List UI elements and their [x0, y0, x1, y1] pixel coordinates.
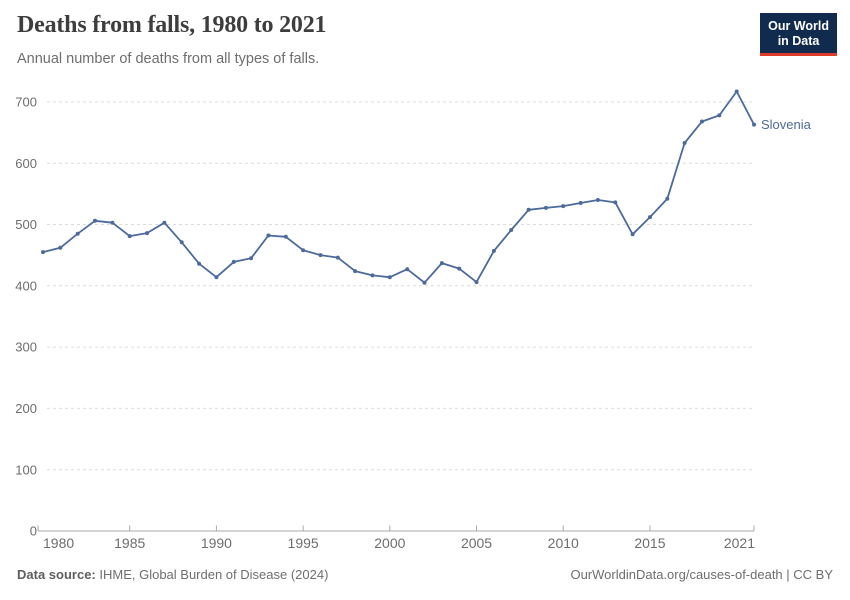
data-point — [387, 275, 392, 280]
data-point — [700, 119, 704, 124]
data-point — [301, 248, 306, 253]
owid-logo: Our World in Data — [760, 13, 837, 56]
data-point — [318, 253, 323, 258]
x-tick-label: 2015 — [634, 535, 665, 551]
data-source-label: Data source: — [17, 567, 96, 582]
data-point — [422, 280, 427, 285]
data-point — [457, 266, 462, 271]
y-tick-label: 600 — [15, 156, 37, 171]
data-point — [734, 89, 739, 94]
y-tick-label: 500 — [15, 217, 37, 232]
data-point — [595, 198, 600, 202]
x-tick-label: 2000 — [374, 535, 405, 551]
data-point — [197, 261, 202, 266]
x-tick-label: 1985 — [114, 535, 145, 551]
data-point — [179, 240, 184, 245]
data-point — [41, 250, 45, 255]
y-tick-label: 100 — [15, 462, 37, 477]
data-point — [648, 215, 652, 220]
data-point — [127, 234, 132, 239]
data-point — [335, 255, 340, 260]
data-point — [474, 280, 479, 285]
data-point — [630, 232, 635, 237]
data-point — [370, 273, 375, 278]
data-source: Data source: IHME, Global Burden of Dise… — [17, 567, 328, 582]
y-tick-label: 400 — [15, 278, 37, 293]
data-point — [561, 204, 566, 209]
data-point — [58, 245, 63, 250]
chart-footer: Data source: IHME, Global Burden of Dise… — [17, 567, 833, 582]
y-tick-label: 0 — [30, 524, 37, 539]
data-point — [283, 234, 288, 239]
series-label: Slovenia — [761, 117, 812, 132]
credit-link: OurWorldinData.org/causes-of-death | CC … — [570, 567, 833, 582]
x-tick-label: 1980 — [43, 535, 74, 551]
data-point — [249, 256, 254, 261]
data-point — [353, 269, 358, 274]
data-point — [110, 220, 115, 225]
data-point — [578, 201, 583, 205]
y-tick-label: 300 — [15, 340, 37, 355]
data-point — [526, 207, 531, 212]
x-tick-label: 2021 — [724, 535, 755, 551]
data-line — [42, 90, 755, 284]
data-point — [752, 122, 756, 127]
data-point — [491, 248, 496, 253]
logo-line1: Our World — [768, 19, 829, 33]
y-tick-label: 700 — [15, 94, 37, 109]
data-point — [682, 141, 687, 145]
y-tick-label: 200 — [15, 401, 37, 416]
data-point — [214, 275, 219, 280]
data-point — [665, 196, 670, 201]
data-source-text: IHME, Global Burden of Disease (2024) — [95, 567, 329, 582]
data-point — [543, 205, 548, 210]
chart-subtitle: Annual number of deaths from all types o… — [17, 51, 320, 67]
page-title: Deaths from falls, 1980 to 2021 — [17, 12, 327, 38]
x-tick-label: 2005 — [461, 535, 492, 551]
data-point — [405, 267, 410, 272]
data-point — [266, 233, 271, 238]
data-point — [509, 228, 514, 232]
line-chart: 0 100 200 300 400 500 600 700 1980 1985 1990 1995 20… — [15, 89, 812, 551]
data-point — [162, 220, 167, 225]
data-point — [145, 231, 149, 236]
logo-line2: in Data — [777, 34, 820, 48]
data-point — [613, 200, 618, 205]
x-tick-label: 1990 — [201, 535, 232, 551]
data-point — [439, 261, 444, 266]
x-tick-label: 1995 — [288, 535, 319, 551]
data-point — [93, 218, 97, 223]
x-tick-label: 2010 — [548, 535, 579, 551]
data-point — [231, 259, 236, 264]
data-point — [75, 231, 80, 236]
data-point — [717, 113, 722, 118]
